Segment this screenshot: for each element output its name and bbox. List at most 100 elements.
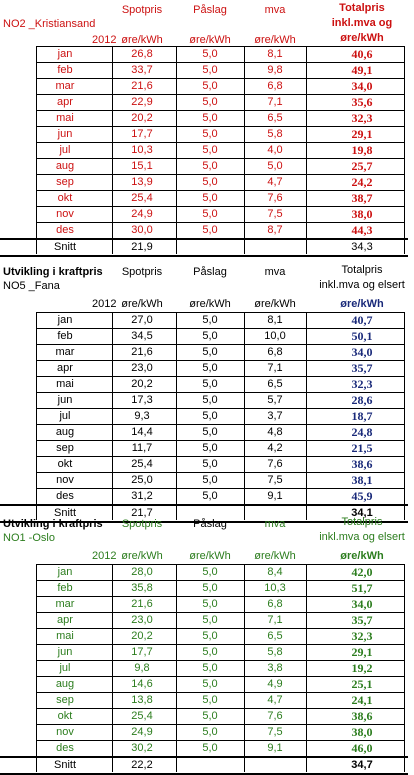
mva-cell: 6,8: [267, 598, 283, 610]
totalpris-cell: 34,0: [351, 79, 373, 93]
snitt-label: Snitt: [53, 507, 76, 519]
grid-line: [244, 312, 245, 520]
grid-line: [36, 472, 404, 473]
grid-line: [404, 46, 405, 254]
paslag-cell: 5,0: [202, 48, 218, 60]
grid-line: [36, 328, 404, 329]
paslag-cell: 5,0: [202, 208, 218, 220]
table-row: nov 24,9 5,0 7,5 38,0: [0, 724, 414, 740]
spotpris-cell: 13,9: [131, 176, 153, 188]
table-row: sep 11,7 5,0 4,2 21,5: [0, 440, 414, 456]
paslag-cell: 5,0: [202, 662, 218, 674]
table-row: aug 14,4 5,0 4,8 24,8: [0, 424, 414, 440]
header-row: Utvikling i kraftpris Spotpris Påslag mva: [0, 516, 414, 532]
grid-line: [36, 46, 37, 254]
table-row: jul 9,8 5,0 3,8 19,2: [0, 660, 414, 676]
grid-line: [176, 312, 177, 520]
grid-line: [36, 564, 37, 772]
totalpris-cell: 24,2: [351, 175, 373, 189]
mva-cell: 4,7: [267, 694, 283, 706]
col-header-paslag: Påslag: [193, 518, 227, 530]
paslag-cell: 5,0: [202, 224, 218, 236]
totalpris-cell: 29,1: [351, 127, 373, 141]
paslag-cell: 5,0: [202, 330, 218, 342]
spotpris-cell: 23,0: [131, 614, 153, 626]
spotpris-cell: 13,8: [131, 694, 153, 706]
mva-cell: 7,1: [267, 362, 283, 374]
grid-line: [36, 708, 404, 709]
paslag-cell: 5,0: [202, 742, 218, 754]
table-row: des 30,0 5,0 8,7 44,3: [0, 222, 414, 238]
totalpris-cell: 35,7: [351, 613, 373, 627]
totalpris-cell: 19,8: [351, 143, 373, 157]
grid-line: [36, 580, 404, 581]
mva-cell: 7,5: [267, 726, 283, 738]
unit-label: øre/kWh: [121, 550, 163, 562]
spotpris-cell: 21,6: [131, 598, 153, 610]
spotpris-cell: 23,0: [131, 362, 153, 374]
month-cell: jul: [59, 144, 71, 156]
grid-line: [36, 126, 404, 127]
paslag-cell: 5,0: [202, 176, 218, 188]
spotpris-cell: 20,2: [131, 378, 153, 390]
month-cell: okt: [57, 192, 73, 204]
paslag-cell: 5,0: [202, 458, 218, 470]
month-cell: sep: [56, 176, 74, 188]
grid-line: [36, 174, 404, 175]
spotpris-cell: 9,8: [134, 662, 150, 674]
table-row: aug 15,1 5,0 5,0 25,7: [0, 158, 414, 174]
region-label: NO2 _Kristiansand: [3, 18, 96, 30]
table-row: nov 24,9 5,0 7,5 38,0: [0, 206, 414, 222]
year-label: 2012: [92, 298, 117, 310]
spotpris-cell: 20,2: [131, 630, 153, 642]
snitt-separator: [0, 238, 408, 240]
unit-label: øre/kWh: [121, 298, 163, 310]
month-cell: jan: [57, 566, 73, 578]
table-row: jul 9,3 5,0 3,7 18,7: [0, 408, 414, 424]
unit-label: øre/kWh: [254, 34, 296, 46]
mva-cell: 8,7: [267, 224, 283, 236]
month-cell: mar: [55, 346, 75, 358]
totalpris-cell: 40,6: [351, 47, 373, 61]
section-bottom-border: [0, 521, 408, 523]
table-row: mar 21,6 5,0 6,8 34,0: [0, 78, 414, 94]
grid-line: [176, 46, 177, 254]
grid-line: [36, 222, 404, 223]
totalpris-cell: 42,0: [351, 565, 373, 579]
mva-cell: 6,8: [267, 80, 283, 92]
spotpris-cell: 17,3: [131, 394, 153, 406]
table-row: sep 13,8 5,0 4,7 24,1: [0, 692, 414, 708]
totalpris-cell: 51,7: [351, 581, 373, 595]
totalpris-cell: 28,6: [351, 393, 373, 407]
totalpris-cell: 21,5: [351, 441, 373, 455]
year-label: 2012: [92, 550, 117, 562]
table-row: feb 33,7 5,0 9,8 49,1: [0, 62, 414, 78]
mva-cell: 5,8: [267, 128, 283, 140]
mva-cell: 5,8: [267, 646, 283, 658]
grid-line: [36, 62, 404, 63]
table-row: mai 20,2 5,0 6,5 32,3: [0, 628, 414, 644]
mva-cell: 4,9: [267, 678, 283, 690]
grid-line: [36, 190, 404, 191]
unit-label: øre/kWh: [254, 298, 296, 310]
month-cell: nov: [56, 726, 74, 738]
month-cell: mai: [56, 378, 74, 390]
table-row: des 30,2 5,0 9,1 46,0: [0, 740, 414, 756]
grid-line: [244, 564, 245, 772]
paslag-cell: 5,0: [202, 144, 218, 156]
month-cell: jul: [59, 662, 71, 674]
grid-line: [36, 596, 404, 597]
totalpris-cell: 46,0: [351, 741, 373, 755]
grid-line: [36, 612, 404, 613]
table-row: jun 17,3 5,0 5,7 28,6: [0, 392, 414, 408]
totalpris-cell: 49,1: [351, 63, 373, 77]
mva-cell: 3,8: [267, 662, 283, 674]
table-row: apr 23,0 5,0 7,1 35,7: [0, 612, 414, 628]
grid-line: [36, 408, 404, 409]
grid-line: [112, 46, 113, 254]
grid-line: [36, 564, 404, 565]
paslag-cell: 5,0: [202, 474, 218, 486]
paslag-cell: 5,0: [202, 678, 218, 690]
spotpris-cell: 9,3: [134, 410, 150, 422]
mva-cell: 3,7: [267, 410, 283, 422]
